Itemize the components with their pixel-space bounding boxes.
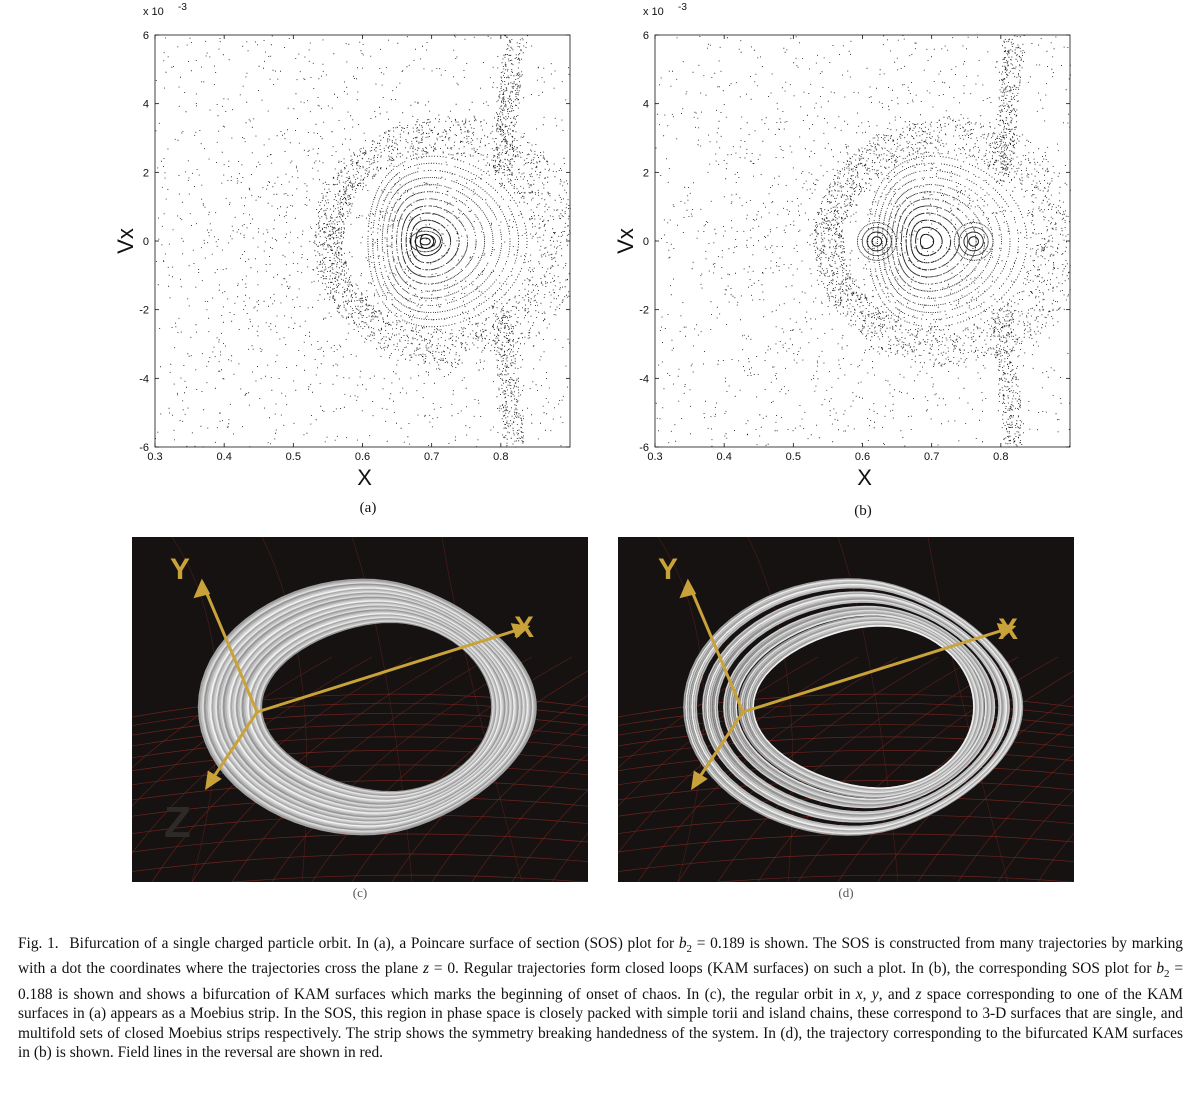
y-axis-label: Vx: [113, 228, 138, 254]
panel-label-d: (d): [838, 885, 854, 900]
x-tick-label: 0.6: [855, 451, 870, 463]
sos-plot-a: 0.3 0.4 0.5 0.6 0.7 0.8 -6 -4 -2 0 2 4 6 x 10 -3 X Vx: [100, 0, 580, 500]
x-tick-label: 0.6: [355, 451, 370, 463]
coordinate-axes: [193, 578, 531, 791]
render-c-axis-z: Z: [164, 798, 191, 847]
caption-segment: 2: [1164, 968, 1170, 981]
x-tick-label: 0.3: [147, 451, 162, 463]
y-multiplier-exponent: -3: [678, 2, 687, 13]
moebius-render-d: Y X: [618, 537, 1074, 882]
y-axis-label: Vx: [613, 228, 638, 254]
moebius-orbit: [683, 578, 1024, 836]
caption-segment: space corresponding to one of the KAM su…: [18, 985, 1183, 1062]
panel-label-b: (b): [854, 503, 872, 519]
coordinate-axes: [679, 578, 1017, 791]
y-multiplier-exponent: -3: [178, 2, 187, 13]
render-d-axis-y: Y: [658, 553, 678, 586]
moebius-render-c-svg: Y X Z: [132, 537, 588, 882]
caption-segment: , and: [878, 985, 916, 1003]
x-tick-label: 0.7: [924, 451, 939, 463]
x-tick-label: 0.8: [493, 451, 508, 463]
y-tick-label: 6: [643, 30, 649, 42]
moebius-render-d-svg: Y X: [618, 537, 1074, 882]
moebius-render-c: Y X Z: [132, 537, 588, 882]
moebius-orbit: [197, 578, 537, 836]
caption-segment: b: [1156, 960, 1165, 978]
caption-segment: Bifurcation of a single charged particle…: [69, 935, 679, 952]
sos-dots: [155, 35, 571, 448]
x-tick-label: 0.5: [286, 451, 301, 463]
x-tick-label: 0.4: [217, 451, 232, 463]
y-tick-label: 2: [643, 167, 649, 179]
caption-segment: = 0. Regular trajectories form closed lo…: [429, 960, 1157, 978]
x-tick-label: 0.7: [424, 451, 439, 463]
x-tick-label: 0.8: [993, 451, 1008, 463]
sos-plot-b: 0.3 0.4 0.5 0.6 0.7 0.8 -6 -4 -2 0 2 4 6 x 10 -3 X Vx: [600, 0, 1080, 500]
render-c-axis-y: Y: [170, 553, 190, 586]
x-axis-label: X: [357, 465, 372, 490]
y-tick-label: -4: [139, 373, 149, 385]
y-tick-label: 0: [643, 236, 649, 248]
caption-segment: 2: [686, 943, 693, 956]
caption-segment: y: [871, 985, 879, 1003]
caption-segment: b: [678, 935, 687, 952]
y-tick-label: -6: [639, 442, 649, 454]
y-tick-label: 0: [143, 236, 149, 248]
y-tick-label: 2: [143, 167, 149, 179]
panel-label-c: (c): [352, 885, 368, 900]
y-tick-label: 4: [143, 99, 149, 111]
y-tick-label: 4: [643, 99, 649, 111]
sos-plot-a-svg: 0.3 0.4 0.5 0.6 0.7 0.8 -6 -4 -2 0 2 4 6 x 10 -3 X Vx: [113, 2, 571, 490]
x-axis-label: X: [857, 465, 872, 490]
caption-body: Bifurcation of a single charged particle…: [18, 935, 1183, 1061]
field-lines: [618, 537, 1074, 882]
y-multiplier: x 10: [643, 6, 664, 18]
sos-plot-b-svg: 0.3 0.4 0.5 0.6 0.7 0.8 -6 -4 -2 0 2 4 6 x 10 -3 X Vx: [613, 2, 1071, 490]
sos-dots: [655, 35, 1071, 448]
render-d-axis-x: X: [998, 613, 1018, 646]
panel-label-a: (a): [359, 500, 377, 516]
caption-segment: z: [423, 960, 430, 978]
y-multiplier: x 10: [143, 6, 164, 18]
x-tick-label: 0.5: [786, 451, 801, 463]
y-tick-label: -2: [139, 305, 149, 317]
figure-caption: Fig. 1. Bifurcation of a single charged …: [18, 934, 1183, 1063]
y-tick-label: -2: [639, 305, 649, 317]
render-c-axis-x: X: [514, 611, 534, 644]
caption-segment: ,: [862, 985, 872, 1003]
y-tick-label: 6: [143, 30, 149, 42]
y-tick-label: -6: [139, 442, 149, 454]
caption-segment: = 0.189 is shown. The SOS is constructed…: [18, 935, 1183, 978]
caption-segment: z: [915, 985, 922, 1003]
caption-lead: Fig. 1.: [18, 935, 59, 952]
caption-segment: x: [855, 985, 863, 1003]
y-tick-label: -4: [639, 373, 649, 385]
caption-segment: = 0.188 is shown and shows a bifurcation…: [18, 960, 1184, 1003]
x-tick-label: 0.4: [717, 451, 732, 463]
x-tick-label: 0.3: [647, 451, 662, 463]
